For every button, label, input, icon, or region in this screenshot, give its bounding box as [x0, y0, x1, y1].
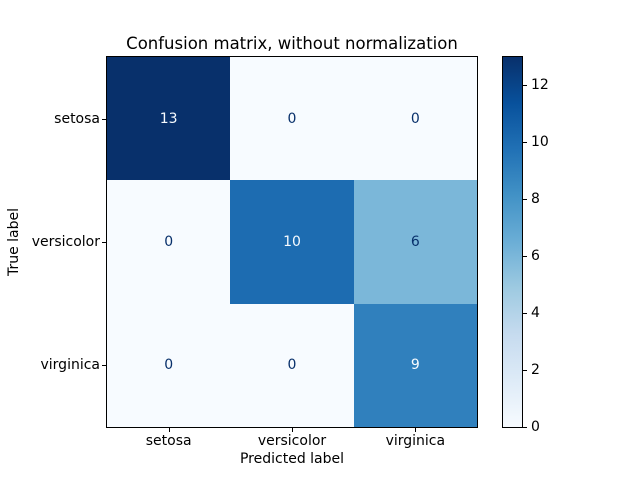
heatmap-cell-setosa-setosa: 13 — [107, 57, 231, 181]
y-tick-label-virginica: virginica — [40, 357, 101, 374]
y-tick-label-versicolor: versicolor — [31, 234, 100, 250]
colorbar-tick-mark — [523, 313, 527, 315]
heatmap-cell-versicolor-virginica: 6 — [353, 180, 477, 304]
colorbar-tick-label-0: 0 — [531, 419, 540, 435]
colorbar-tick-label-12: 12 — [531, 77, 549, 94]
y-tick-mark — [102, 118, 106, 120]
x-axis-label: Predicted label — [239, 451, 345, 467]
colorbar-tick-mark — [523, 199, 527, 201]
heatmap-plot: 13 0 0 0 10 6 0 0 9 — [106, 56, 478, 428]
x-tick-mark — [168, 428, 170, 432]
colorbar-tick-mark — [523, 142, 527, 144]
chart-title: Confusion matrix, without normalization — [126, 34, 458, 53]
colorbar-tick-label-2: 2 — [531, 362, 540, 379]
heatmap-cell-versicolor-setosa: 0 — [107, 180, 231, 304]
colorbar-tick-mark — [523, 427, 527, 428]
x-tick-mark — [415, 428, 417, 432]
colorbar-tick-label-6: 6 — [531, 248, 540, 265]
x-tick-mark — [292, 428, 293, 432]
heatmap-cell-setosa-virginica: 0 — [353, 57, 477, 181]
colorbar-tick-label-4: 4 — [531, 305, 540, 322]
colorbar-tick-mark — [523, 256, 527, 258]
heatmap-cell-virginica-virginica: 9 — [353, 303, 477, 427]
heatmap-cell-versicolor-versicolor: 10 — [230, 180, 354, 304]
colorbar-tick-mark — [523, 85, 527, 87]
colorbar-tick-label-10: 10 — [531, 134, 549, 151]
y-tick-mark — [102, 242, 106, 243]
y-tick-label-setosa: setosa — [54, 110, 100, 127]
x-tick-label-setosa: setosa — [145, 433, 192, 449]
colorbar-tick-mark — [523, 370, 527, 372]
heatmap-cell-virginica-versicolor: 0 — [230, 303, 354, 427]
x-tick-label-virginica: virginica — [385, 433, 446, 449]
x-tick-label-versicolor: versicolor — [257, 433, 327, 449]
colorbar-tick-label-8: 8 — [531, 191, 540, 208]
heatmap-cell-setosa-versicolor: 0 — [230, 57, 354, 181]
heatmap-cell-virginica-setosa: 0 — [107, 303, 231, 427]
colorbar — [502, 56, 523, 428]
y-tick-mark — [102, 365, 106, 367]
